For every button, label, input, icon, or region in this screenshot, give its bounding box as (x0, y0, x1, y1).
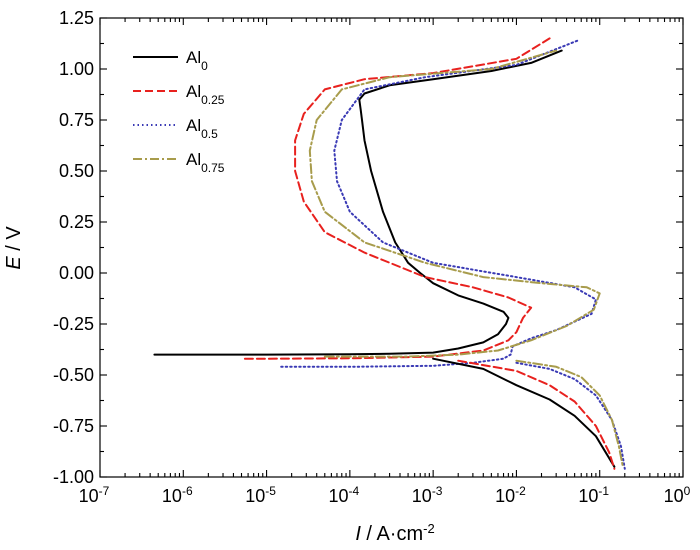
cathodic-branch-3 (515, 359, 624, 468)
y-tick-label: 0.00 (59, 263, 94, 283)
series-layer (153, 37, 626, 470)
y-tick-label: 0.50 (59, 161, 94, 181)
x-tick-label: 10-6 (162, 484, 193, 506)
y-axis-unit: / V (3, 226, 25, 257)
cathodic-branch-0 (432, 357, 616, 468)
x-tick-labels: 10-7 10-6 10-5 10-4 10-3 10-2 10-1 100 (79, 484, 691, 506)
y-tick-label: 1.25 (59, 8, 94, 28)
legend-label-1: Al0.25 (186, 82, 225, 107)
y-axis-var: E (3, 256, 25, 270)
cathodic-branch-1 (457, 359, 616, 470)
axis-ticks (99, 17, 684, 478)
x-tick-label: 10-5 (245, 484, 276, 506)
y-tick-label: 1.00 (59, 59, 94, 79)
y-tick-label: -0.75 (53, 416, 94, 436)
x-tick-label: 10-7 (79, 484, 110, 506)
x-axis-exp: -2 (423, 521, 435, 536)
x-axis-title: I / A·cm-2 (355, 521, 434, 546)
legend-label-2: Al0.5 (186, 116, 218, 141)
y-tick-labels: 1.25 1.00 0.75 0.50 0.25 0.00 -0.25 -0.50 -0.75 -… (53, 8, 94, 487)
y-axis-title: E / V (3, 226, 25, 270)
cathodic-branch-2 (515, 361, 626, 470)
x-tick-label: 10-1 (578, 484, 609, 506)
series-line-2 (280, 39, 597, 368)
y-tick-label: 0.75 (59, 110, 94, 130)
legend: Al0 Al0.25 Al0.5 Al0.75 (133, 48, 225, 175)
y-tick-label: -0.50 (53, 365, 94, 385)
y-tick-label: -0.25 (53, 314, 94, 334)
x-axis-var: I (355, 523, 361, 545)
series-line-1 (243, 37, 551, 360)
x-axis-unit: / A·cm (361, 523, 423, 545)
legend-label-3: Al0.75 (186, 150, 225, 175)
x-tick-label: 10-4 (329, 484, 360, 506)
x-tick-label: 100 (664, 484, 691, 506)
x-tick-label: 10-2 (495, 484, 526, 506)
legend-label-0: Al0 (186, 48, 208, 73)
y-tick-label: 0.25 (59, 212, 94, 232)
series-line-3 (308, 49, 601, 358)
y-tick-label: -1.00 (53, 467, 94, 487)
x-tick-label: 10-3 (412, 484, 443, 506)
